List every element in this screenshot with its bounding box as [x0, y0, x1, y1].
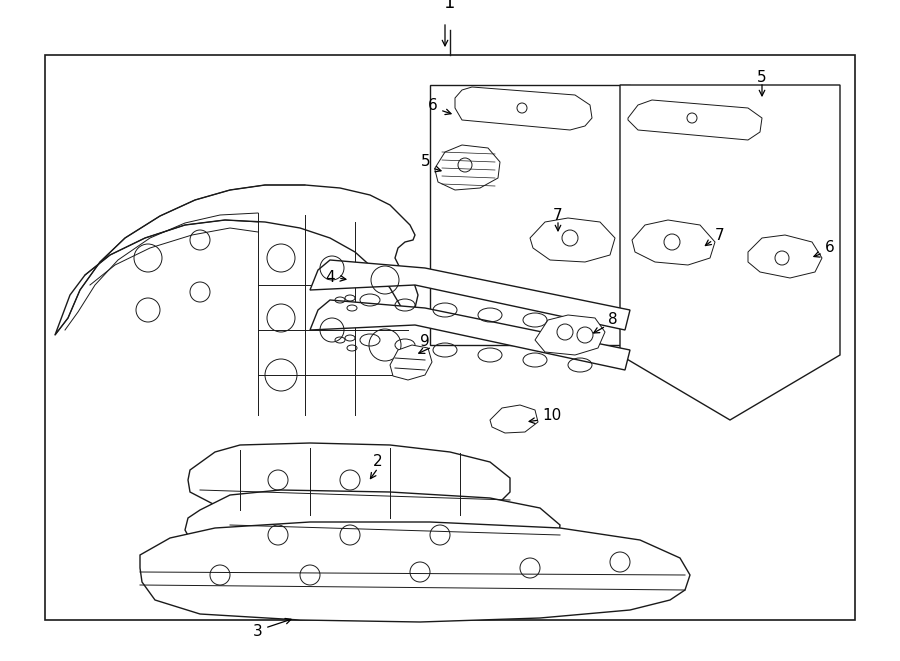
Text: 9: 9	[420, 334, 430, 350]
Polygon shape	[435, 145, 500, 190]
Text: 7: 7	[554, 208, 562, 223]
Polygon shape	[530, 218, 615, 262]
Text: 5: 5	[420, 155, 430, 169]
Polygon shape	[188, 443, 510, 515]
Polygon shape	[748, 235, 822, 278]
Polygon shape	[535, 315, 605, 355]
Bar	[430, 85, 630, 345]
Polygon shape	[490, 405, 538, 433]
Text: 8: 8	[608, 313, 617, 327]
Polygon shape	[390, 345, 432, 380]
Text: 6: 6	[825, 241, 835, 256]
Text: 6: 6	[428, 98, 438, 112]
Polygon shape	[455, 87, 592, 130]
Polygon shape	[310, 260, 630, 330]
Polygon shape	[140, 522, 690, 622]
Polygon shape	[185, 490, 560, 565]
Text: 4: 4	[326, 270, 335, 286]
Text: 3: 3	[253, 625, 263, 639]
Bar	[45, 55, 855, 620]
Polygon shape	[55, 185, 418, 335]
Text: 5: 5	[757, 71, 767, 85]
Text: 10: 10	[542, 407, 562, 422]
Polygon shape	[628, 100, 762, 140]
Polygon shape	[620, 85, 840, 420]
Polygon shape	[310, 300, 630, 370]
Polygon shape	[632, 220, 715, 265]
Text: 2: 2	[374, 455, 382, 469]
Text: 1: 1	[445, 0, 455, 12]
Text: 7: 7	[715, 227, 724, 243]
